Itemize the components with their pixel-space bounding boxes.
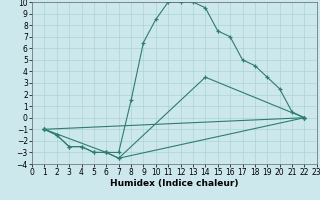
X-axis label: Humidex (Indice chaleur): Humidex (Indice chaleur) <box>110 179 239 188</box>
